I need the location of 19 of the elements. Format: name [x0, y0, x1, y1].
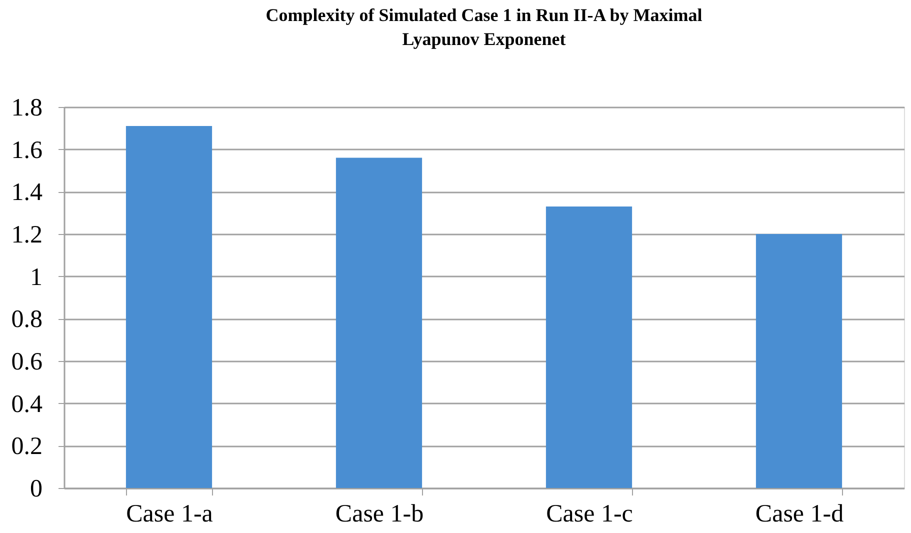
x-tick-label: Case 1-a [126, 500, 213, 528]
y-tick-label: 0.6 [11, 348, 42, 376]
y-tick-label: 1.8 [11, 94, 42, 122]
x-tick-label: Case 1-c [546, 500, 633, 528]
y-tick-label: 0 [30, 476, 42, 502]
y-tick-label: 0.4 [11, 390, 43, 418]
y-tick-label: 0.8 [11, 306, 42, 334]
bar [336, 158, 422, 488]
bar [546, 206, 632, 488]
y-tick-label: 0.2 [11, 433, 42, 460]
chart-title: Complexity of Simulated Case 1 in Run II-A by Maximal Lyapunov Exponenet [266, 5, 702, 49]
bar [756, 234, 842, 488]
y-tick-label: 1.4 [11, 179, 43, 206]
y-tick-label: 1 [30, 264, 42, 291]
y-tick-label: 1.6 [11, 136, 42, 164]
x-tick-label: Case 1-d [755, 500, 844, 528]
bar [126, 126, 212, 488]
x-tick-label: Case 1-b [335, 500, 424, 528]
y-tick-label: 1.2 [11, 222, 42, 248]
